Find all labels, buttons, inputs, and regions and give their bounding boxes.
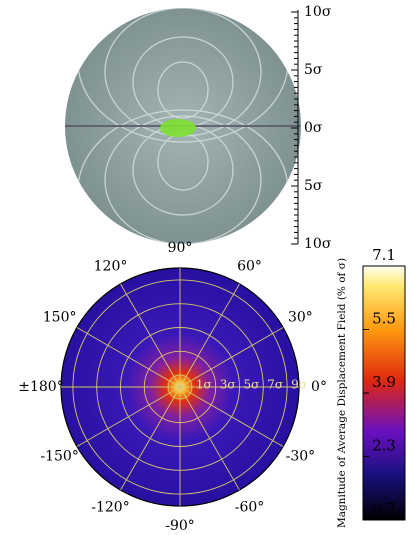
range-ring [96, 303, 264, 471]
radius-label: 5σ [244, 378, 260, 392]
scale-label: 10σ [304, 236, 332, 252]
angle-label: -120° [91, 499, 129, 515]
radius-label: 9σ [291, 378, 307, 392]
angle-label: 120° [94, 259, 128, 275]
range-ring [167, 374, 193, 400]
radius-label: 1σ [196, 378, 212, 392]
center-blob [160, 119, 196, 137]
angle-label: -30° [286, 449, 316, 465]
angle-label: -60° [235, 499, 265, 515]
colorbar-tick-label: 7.1 [372, 246, 396, 264]
angle-label: 90° [168, 240, 193, 256]
range-ring [143, 350, 217, 424]
polar-grid [61, 268, 299, 506]
angle-label: 0° [311, 379, 327, 395]
scale-label: 5σ [304, 178, 323, 194]
colorbar-tick-label: 3.9 [372, 373, 396, 391]
colorbar-label: Magnitude of Average Displacement Field … [336, 258, 348, 528]
colorbar [362, 265, 406, 521]
scale-label: 5σ [304, 62, 323, 78]
stream-plot [65, 8, 301, 244]
angle-label: -90° [165, 518, 195, 531]
radius-label: 7σ [267, 378, 283, 392]
range-ring [72, 279, 288, 495]
angle-label: 30° [288, 310, 313, 326]
angle-label: -150° [40, 449, 78, 465]
colorbar-tick-label: 5.5 [372, 310, 396, 328]
angle-label: ±180° [18, 379, 63, 395]
colorbar-tick-label: 0.7 [372, 500, 396, 518]
radius-label: 3σ [220, 378, 236, 392]
colorbar-tick-label: 2.3 [372, 437, 396, 455]
angle-label: 60° [237, 259, 262, 275]
scale-label: 10σ [304, 4, 332, 20]
range-ring [120, 327, 240, 447]
angle-label: 150° [43, 310, 77, 326]
scale-label: 0σ [304, 120, 323, 136]
